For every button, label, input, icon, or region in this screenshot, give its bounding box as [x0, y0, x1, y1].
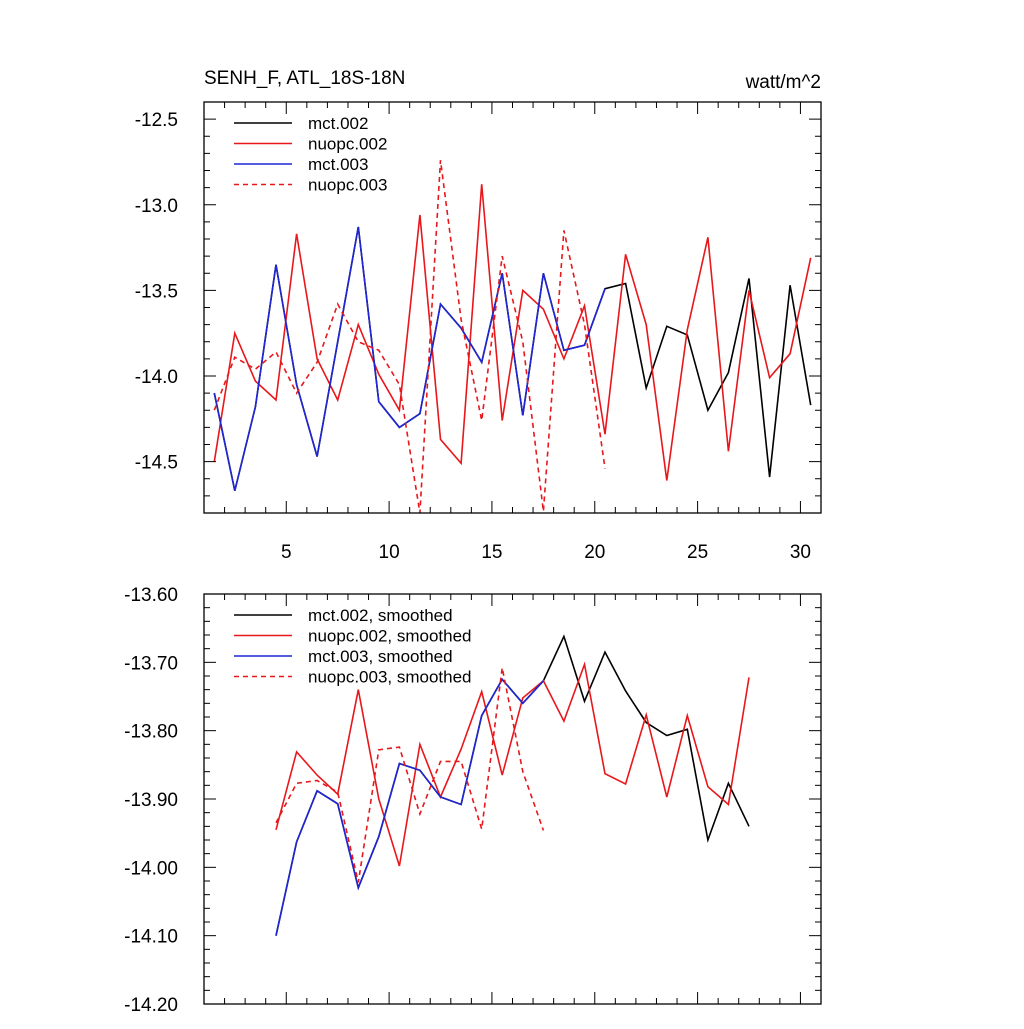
y-tick-label: -12.5 [135, 110, 178, 131]
x-tick-label: 30 [790, 542, 811, 563]
x-tick-label: 20 [584, 542, 605, 563]
y-tick-label: -14.5 [135, 453, 178, 474]
top-panel: SENH_F, ATL_18S-18N watt/m^2 5 10 15 20 25 30… [135, 68, 822, 563]
y-tick-label: -14.20 [124, 995, 178, 1016]
y-tick-label: -13.0 [135, 196, 178, 217]
y-tick-label: -14.0 [135, 367, 178, 388]
y-tick-label: -14.00 [124, 858, 178, 879]
legend: mct.002, smoothed nuopc.002, smoothedmct.… [234, 606, 472, 687]
legend-label: mct.003 [308, 155, 368, 174]
y-tick-label: -14.10 [124, 927, 178, 948]
legend-label: mct.002 [308, 114, 368, 133]
series-line-mct-003 [213, 226, 606, 491]
legend-label: nuopc.002 [308, 135, 387, 154]
legend-label: mct.003, smoothed [308, 647, 453, 666]
x-tick-label: 10 [379, 542, 400, 563]
x-tick-label: 25 [687, 542, 708, 563]
y-tick-label: -13.90 [124, 790, 178, 811]
series-line-nuopc-002 [213, 184, 812, 481]
series-line-nuopc-003-smoothed [275, 667, 545, 883]
legend-label: mct.002, smoothed [308, 606, 453, 625]
x-tick-label: 15 [481, 542, 502, 563]
legend-label: nuopc.003 [308, 176, 387, 195]
chart-title: SENH_F, ATL_18S-18N [204, 68, 405, 89]
x-tick-label: 5 [281, 542, 292, 563]
legend-label: nuopc.003, smoothed [308, 668, 472, 687]
bottom-panel: -13.60 -13.70 -13.80 -13.90 -14.00 -14.10 -14.… [124, 585, 822, 1016]
series-line-mct-003-smoothed [275, 678, 544, 936]
y-tick-label: -13.5 [135, 281, 178, 302]
series-line-nuopc-002-smoothed [275, 661, 750, 867]
y-tick-label: -13.70 [124, 653, 178, 674]
y-tick-label: -13.80 [124, 722, 178, 743]
units-label: watt/m^2 [745, 72, 821, 93]
y-tick-label: -13.60 [124, 585, 178, 606]
legend-label: nuopc.002, smoothed [308, 627, 472, 646]
